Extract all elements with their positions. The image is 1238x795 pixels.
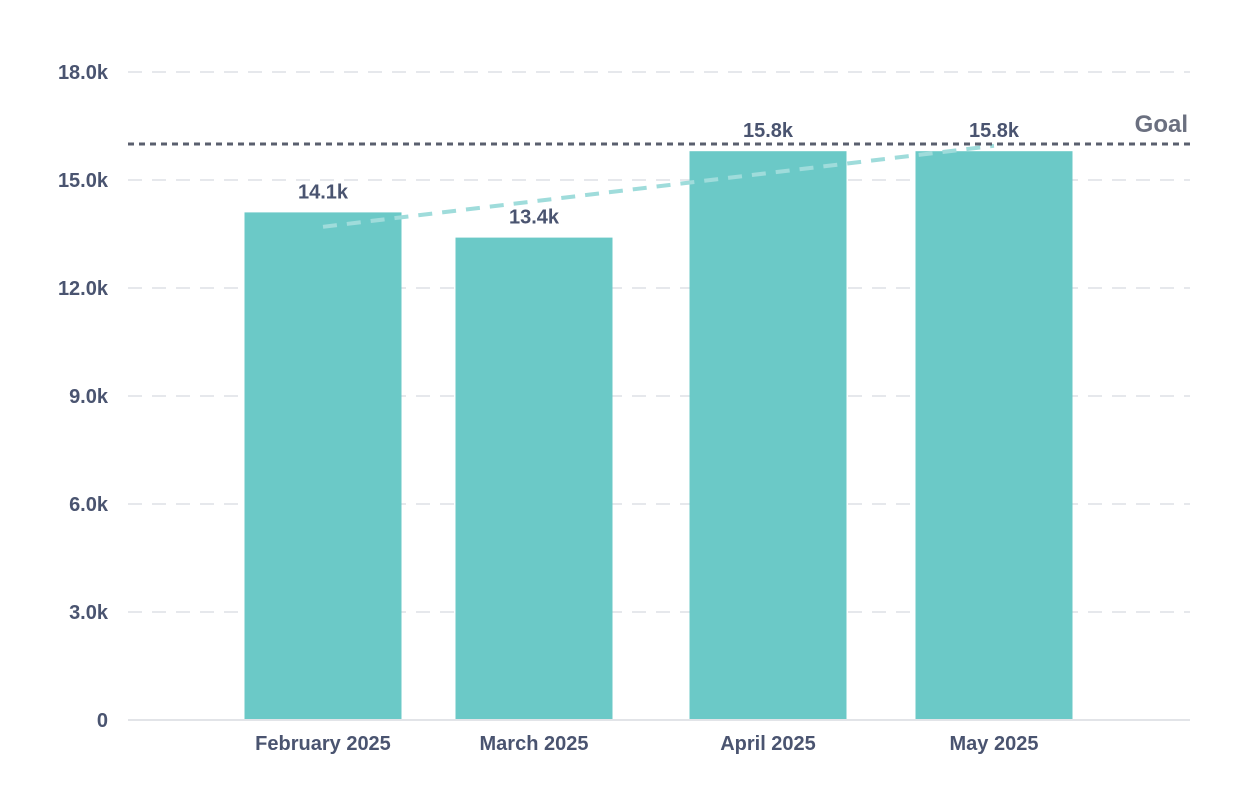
y-tick-label: 0: [97, 710, 108, 732]
bar: [455, 237, 613, 720]
data-label: 15.8k: [743, 120, 794, 142]
y-tick-label: 9.0k: [69, 386, 109, 408]
trendline: [322, 143, 995, 229]
bars: [244, 151, 1073, 720]
x-category-label: March 2025: [480, 733, 589, 755]
data-label: 14.1k: [298, 181, 349, 203]
y-tick-label: 12.0k: [58, 278, 109, 300]
x-category-label: April 2025: [720, 733, 816, 755]
x-axis-categories: February 2025 March 2025 April 2025 May 202…: [255, 733, 1038, 755]
data-label: 13.4k: [509, 207, 560, 229]
y-tick-label: 15.0k: [58, 170, 109, 192]
y-tick-label: 6.0k: [69, 494, 109, 516]
bar: [915, 151, 1073, 720]
data-labels: 14.1k 13.4k 15.8k 15.8k: [298, 120, 1020, 228]
x-category-label: February 2025: [255, 733, 391, 755]
bar: [244, 212, 402, 720]
trendline-group: [322, 143, 995, 229]
goal-group: Goal: [128, 111, 1190, 146]
goal-label: Goal: [1135, 111, 1188, 138]
data-label: 15.8k: [969, 120, 1020, 142]
bar: [689, 151, 847, 720]
x-category-label: May 2025: [950, 733, 1039, 755]
y-tick-label: 18.0k: [58, 62, 109, 84]
y-axis-ticks: 0 3.0k 6.0k 9.0k 12.0k 15.0k 18.0k: [58, 62, 109, 732]
y-tick-label: 3.0k: [69, 602, 109, 624]
